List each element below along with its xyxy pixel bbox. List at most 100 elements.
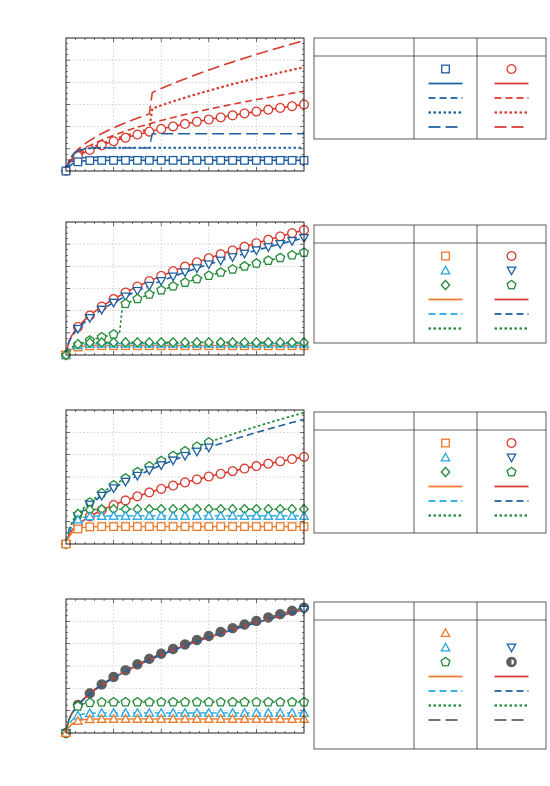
data-point-marker — [120, 696, 131, 707]
data-point-marker — [156, 483, 167, 494]
data-point-marker — [120, 298, 131, 309]
data-point-marker — [275, 522, 285, 532]
data-point-marker — [72, 324, 84, 335]
data-point-marker — [120, 132, 131, 143]
chart-panel-1 — [60, 37, 547, 177]
data-point-marker — [96, 510, 108, 520]
data-point-marker — [287, 228, 298, 239]
data-point-marker — [168, 522, 178, 532]
legend-marker — [506, 279, 517, 290]
data-point-marker — [191, 713, 203, 723]
legend-marker — [440, 451, 451, 462]
series-line — [65, 90, 305, 172]
legend-marker — [441, 251, 450, 261]
series-4-4 — [60, 696, 310, 738]
data-point-marker — [275, 102, 286, 113]
data-point-marker — [227, 696, 238, 707]
data-point-marker — [240, 155, 249, 165]
data-point-marker — [239, 108, 250, 119]
data-point-marker — [215, 713, 227, 723]
data-point-marker — [143, 713, 155, 723]
data-point-marker — [167, 272, 179, 283]
data-point-marker — [227, 466, 238, 477]
data-point-marker — [227, 336, 238, 348]
legend-marker — [440, 264, 451, 275]
data-point-marker — [179, 277, 191, 287]
data-point-marker — [251, 257, 262, 268]
data-point-marker — [216, 155, 226, 165]
data-point-marker — [191, 474, 202, 485]
chart-panel-3 — [60, 409, 547, 550]
data-point-marker — [108, 713, 119, 723]
data-point-marker — [96, 305, 108, 316]
data-point-marker — [120, 292, 131, 303]
data-point-marker — [180, 522, 190, 532]
data-point-marker — [132, 491, 143, 502]
series-3-5 — [60, 510, 310, 549]
data-point-marker — [263, 458, 274, 469]
data-point-marker — [191, 336, 202, 348]
data-point-marker — [274, 239, 286, 250]
data-point-marker — [191, 696, 203, 707]
data-point-marker — [215, 267, 226, 277]
data-point-marker — [227, 253, 238, 263]
data-point-marker — [120, 477, 131, 488]
data-point-marker — [203, 696, 214, 707]
data-point-marker — [97, 155, 107, 165]
legend-marker — [506, 63, 517, 75]
legend-table — [313, 411, 547, 534]
data-point-marker — [191, 264, 203, 274]
data-point-marker — [192, 522, 202, 532]
data-point-marker — [251, 522, 261, 532]
data-point-marker — [144, 289, 155, 299]
data-point-marker — [167, 280, 179, 291]
data-point-marker — [120, 495, 131, 506]
data-point-marker — [262, 243, 274, 253]
data-point-marker — [239, 510, 250, 520]
data-point-marker — [263, 696, 274, 707]
data-point-marker — [239, 713, 250, 723]
data-point-marker — [203, 114, 214, 125]
data-point-marker — [84, 510, 96, 521]
data-point-marker — [263, 155, 273, 165]
data-point-marker — [251, 713, 262, 723]
data-point-marker — [72, 700, 84, 711]
data-point-marker — [227, 110, 238, 121]
data-point-marker — [203, 270, 214, 281]
data-point-marker — [109, 155, 119, 165]
data-point-marker — [144, 155, 154, 165]
legend-border — [313, 601, 547, 750]
data-point-marker — [84, 713, 96, 724]
data-point-marker — [203, 260, 215, 270]
data-point-marker — [132, 713, 143, 723]
data-point-marker — [204, 155, 214, 165]
data-point-marker — [108, 298, 119, 309]
data-point-marker — [286, 510, 298, 520]
data-point-marker — [263, 104, 274, 115]
series-1-1 — [65, 39, 305, 172]
data-point-marker — [287, 522, 297, 532]
data-point-marker — [263, 336, 274, 348]
data-point-marker — [192, 155, 202, 165]
legend-marker — [506, 466, 517, 477]
series-3-2 — [60, 418, 305, 550]
data-point-marker — [215, 468, 226, 479]
legend-marker-highlight — [511, 659, 515, 665]
data-point-marker — [227, 713, 238, 723]
data-point-marker — [120, 510, 131, 520]
data-point-marker — [132, 293, 143, 304]
data-point-marker — [167, 713, 179, 723]
data-point-marker — [239, 260, 250, 271]
data-point-marker — [84, 313, 96, 324]
data-point-marker — [167, 456, 179, 466]
series-line — [65, 39, 305, 172]
data-point-marker — [72, 514, 84, 524]
data-point-marker — [132, 696, 143, 707]
data-point-marker — [132, 155, 142, 165]
data-point-marker — [143, 281, 155, 292]
data-point-marker — [275, 696, 286, 707]
data-point-marker — [73, 524, 83, 534]
data-point-marker — [143, 466, 155, 476]
data-point-marker — [287, 101, 298, 112]
data-point-marker — [239, 463, 250, 474]
